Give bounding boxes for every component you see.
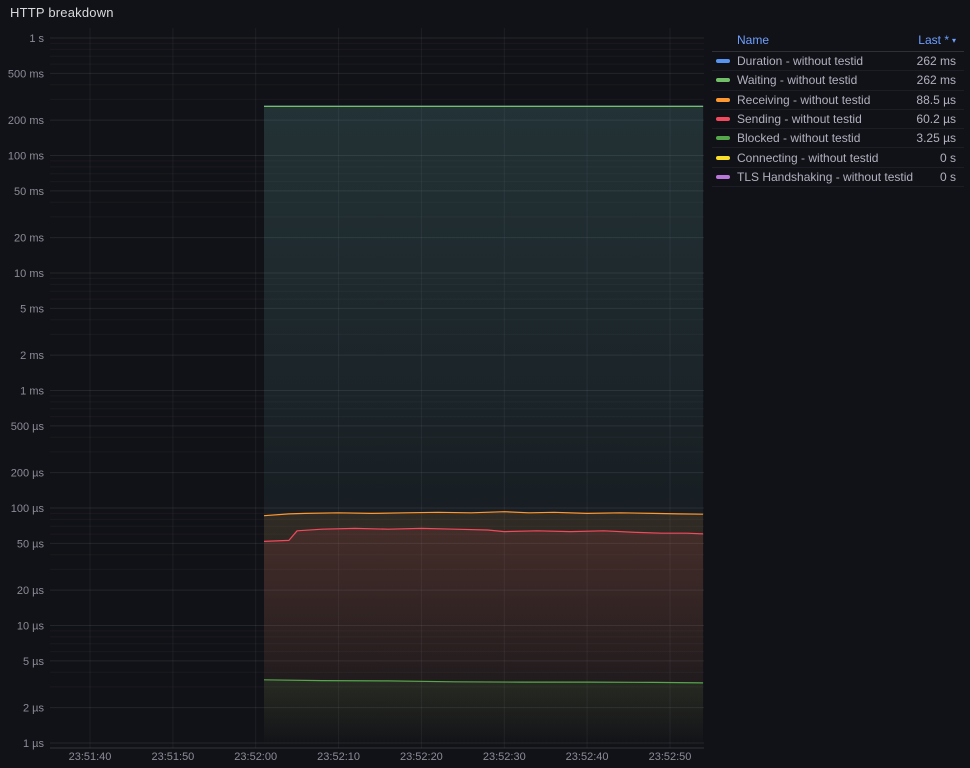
series-color-marker[interactable] <box>716 97 730 102</box>
legend-series-name[interactable]: Waiting - without testid <box>737 73 858 88</box>
svg-text:10 µs: 10 µs <box>17 621 45 633</box>
svg-text:23:52:20: 23:52:20 <box>400 751 443 763</box>
sort-desc-icon: ▾ <box>951 36 956 45</box>
svg-text:500 µs: 500 µs <box>11 421 45 433</box>
svg-text:23:51:40: 23:51:40 <box>69 751 112 763</box>
legend-series-value: 0 s <box>939 150 956 165</box>
legend-series-value: 262 ms <box>916 54 956 69</box>
svg-text:23:51:50: 23:51:50 <box>151 751 194 763</box>
series-color-marker[interactable] <box>716 136 730 141</box>
legend-series-name[interactable]: Receiving - without testid <box>737 92 871 107</box>
svg-text:23:52:00: 23:52:00 <box>234 751 277 763</box>
svg-text:20 µs: 20 µs <box>17 585 45 597</box>
svg-text:1 s: 1 s <box>29 33 44 45</box>
svg-text:5 µs: 5 µs <box>23 656 45 668</box>
svg-text:10 ms: 10 ms <box>14 268 44 280</box>
svg-text:100 ms: 100 ms <box>8 151 45 163</box>
legend-series-value: 0 s <box>939 169 956 184</box>
legend-header: Name Last * ▾ <box>712 32 964 52</box>
svg-text:23:52:50: 23:52:50 <box>649 751 692 763</box>
legend-row: Connecting - without testid 0 s <box>712 148 964 168</box>
svg-text:100 µs: 100 µs <box>11 503 45 515</box>
series-color-marker[interactable] <box>716 78 730 83</box>
legend-header-last-label: Last * <box>918 33 949 47</box>
legend-series-name[interactable]: Duration - without testid <box>737 54 864 69</box>
svg-text:5 ms: 5 ms <box>20 303 44 315</box>
series-color-marker[interactable] <box>716 174 730 179</box>
series-color-marker[interactable] <box>716 155 730 160</box>
legend-series-name[interactable]: Sending - without testid <box>737 112 862 127</box>
legend-row: Receiving - without testid 88.5 µs <box>712 91 964 110</box>
svg-text:50 ms: 50 ms <box>14 186 44 198</box>
svg-text:200 µs: 200 µs <box>11 468 45 480</box>
legend-series-name[interactable]: Connecting - without testid <box>737 150 879 165</box>
svg-text:23:52:10: 23:52:10 <box>317 751 360 763</box>
legend-series-value: 3.25 µs <box>916 131 956 146</box>
legend-series-value: 88.5 µs <box>916 92 956 107</box>
legend: Name Last * ▾ Duration - without testid 2… <box>712 32 964 188</box>
legend-row: Duration - without testid 262 ms <box>712 52 964 72</box>
legend-header-last[interactable]: Last * ▾ <box>918 33 956 47</box>
svg-text:2 ms: 2 ms <box>20 350 44 362</box>
legend-row: TLS Handshaking - without testid 0 s <box>712 168 964 188</box>
legend-series-name[interactable]: TLS Handshaking - without testid <box>737 169 914 184</box>
legend-series-name[interactable]: Blocked - without testid <box>737 131 861 146</box>
panel-title[interactable]: HTTP breakdown <box>10 5 114 20</box>
svg-text:1 µs: 1 µs <box>23 738 45 750</box>
legend-row: Sending - without testid 60.2 µs <box>712 110 964 130</box>
legend-row: Blocked - without testid 3.25 µs <box>712 129 964 149</box>
svg-text:2 µs: 2 µs <box>23 703 45 715</box>
svg-text:500 ms: 500 ms <box>8 68 45 80</box>
legend-row: Waiting - without testid 262 ms <box>712 71 964 91</box>
svg-text:200 ms: 200 ms <box>8 115 45 127</box>
svg-text:20 ms: 20 ms <box>14 233 44 245</box>
series-color-marker[interactable] <box>716 59 730 64</box>
series-color-marker[interactable] <box>716 117 730 122</box>
svg-text:23:52:40: 23:52:40 <box>566 751 609 763</box>
legend-series-value: 262 ms <box>916 73 956 88</box>
legend-header-name[interactable]: Name <box>737 33 770 47</box>
legend-rows: Duration - without testid 262 ms Waiting… <box>712 52 964 188</box>
svg-text:50 µs: 50 µs <box>17 538 45 550</box>
svg-text:1 ms: 1 ms <box>20 386 44 398</box>
legend-series-value: 60.2 µs <box>916 112 956 127</box>
svg-text:23:52:30: 23:52:30 <box>483 751 526 763</box>
